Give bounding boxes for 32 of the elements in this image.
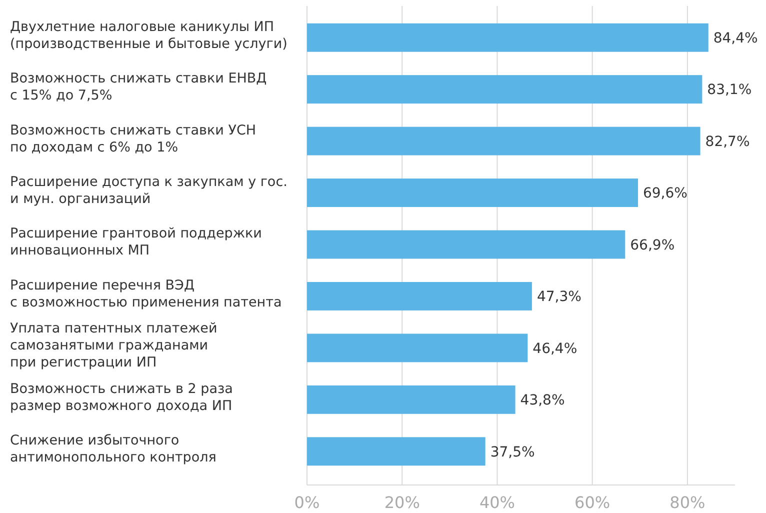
x-tick-label: 40%	[479, 493, 516, 512]
x-tick-label: 60%	[574, 493, 610, 512]
y-tick-label: Возможность снижать ставки УСН по доходам с 6% до 1%	[10, 122, 256, 156]
x-tick-label: 20%	[384, 493, 420, 512]
data-label: 37,5%	[490, 444, 535, 460]
bar	[307, 282, 532, 310]
bar	[307, 334, 528, 362]
bar	[307, 178, 638, 207]
bar	[307, 23, 708, 52]
y-tick-label: Расширение перечня ВЭД с возможностью применения патента	[10, 277, 282, 310]
bar	[307, 75, 702, 104]
data-label: 46,4%	[532, 340, 578, 357]
bar	[307, 437, 486, 466]
data-label: 82,7%	[705, 134, 750, 150]
y-tick-label: Уплата патентных платежей самозанятыми гражданами при регистрации ИП	[10, 320, 218, 371]
bar	[307, 385, 516, 414]
data-label: 84,4%	[713, 30, 758, 47]
y-tick-label: Снижение избыточного антимонопольного контроля	[10, 432, 216, 466]
bar	[307, 230, 626, 259]
data-label: 83,1%	[707, 82, 752, 98]
data-label: 43,8%	[520, 392, 565, 409]
y-tick-label: Расширение грантовой поддержки инновационных МП	[10, 226, 262, 259]
y-tick-label: Возможность снижать ставки ЕНВД с 15% до 7,5%	[10, 70, 267, 104]
data-label: 69,6%	[642, 186, 688, 202]
x-tick-label: 80%	[670, 493, 706, 512]
x-tick-label: 0%	[294, 493, 320, 512]
bar	[307, 126, 700, 156]
y-tick-label: Возможность снижать в 2 раза размер возможного дохода ИП	[10, 380, 233, 414]
data-label: 47,3%	[536, 289, 582, 306]
data-label: 66,9%	[630, 237, 675, 254]
y-tick-label: Двухлетние налоговые каникулы ИП (производственные и бытовые услуги)	[10, 18, 288, 52]
y-tick-label: Расширение доступа к закупкам у гос. и мун. организаций	[10, 174, 288, 207]
